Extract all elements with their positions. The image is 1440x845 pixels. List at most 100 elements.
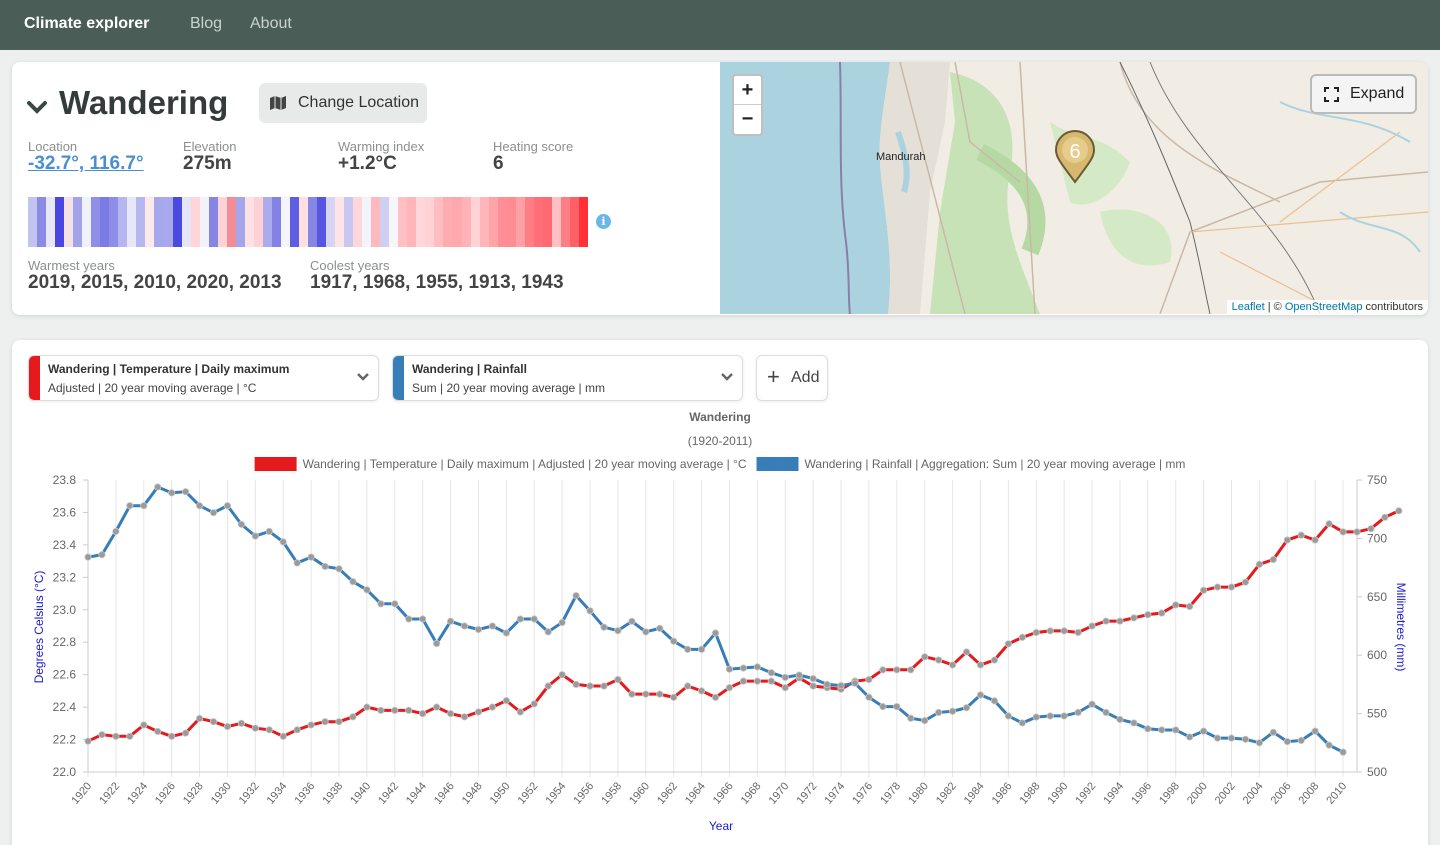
- warming-stripe: [253, 197, 263, 247]
- data-point: [446, 617, 455, 625]
- x-tick-label: 1950: [488, 780, 513, 806]
- x-tick-label: 2002: [1213, 780, 1238, 806]
- data-point: [251, 532, 259, 540]
- series-subtitle: Sum | 20 year moving average | mm: [412, 381, 605, 395]
- warming-stripe: [344, 197, 354, 247]
- data-point: [823, 680, 831, 688]
- data-point: [921, 717, 929, 725]
- zoom-out-button[interactable]: −: [741, 108, 754, 130]
- data-point: [488, 703, 497, 711]
- data-point: [516, 708, 524, 716]
- osm-link[interactable]: OpenStreetMap: [1284, 301, 1363, 313]
- data-point: [614, 627, 622, 635]
- data-point: [711, 629, 720, 637]
- data-point: [168, 489, 176, 497]
- data-point: [948, 707, 957, 715]
- data-point: [140, 502, 148, 510]
- data-point: [488, 622, 497, 630]
- series-selector-temperature[interactable]: Wandering | Temperature | Daily maximum …: [28, 355, 379, 401]
- coolest-years-label: Coolest years: [310, 258, 390, 273]
- warming-stripe: [127, 197, 137, 247]
- zoom-in-button[interactable]: +: [734, 76, 761, 105]
- data-point: [1018, 633, 1026, 641]
- data-point: [739, 677, 748, 685]
- warming-stripe: [371, 197, 381, 247]
- info-icon[interactable]: i: [596, 214, 611, 229]
- data-point: [1241, 578, 1250, 586]
- warming-stripe: [73, 197, 83, 247]
- data-point: [753, 677, 761, 685]
- data-point: [767, 669, 775, 677]
- warming-stripe: [172, 197, 182, 247]
- location-map[interactable]: 6 Mandurah + − Expand Leaflet | © OpenSt…: [720, 62, 1428, 314]
- heating-score-label: Heating score: [493, 139, 574, 154]
- nav-link-blog[interactable]: Blog: [190, 15, 223, 32]
- data-point: [935, 656, 943, 664]
- map-attribution: Leaflet | © OpenStreetMap contributors: [1226, 300, 1428, 314]
- y-left-tick-label: 23.8: [53, 473, 77, 487]
- brand-link[interactable]: Climate explorer: [24, 15, 150, 32]
- data-point: [140, 721, 148, 729]
- data-point: [628, 617, 636, 625]
- x-tick-label: 1954: [543, 780, 568, 806]
- data-point: [907, 666, 915, 674]
- x-tick-label: 1936: [292, 780, 317, 806]
- data-point: [391, 706, 399, 714]
- data-point: [544, 628, 552, 636]
- data-point: [1297, 736, 1305, 745]
- series-selector-rainfall[interactable]: Wandering | Rainfall Sum | 20 year movin…: [392, 355, 743, 401]
- elevation-value: 275m: [183, 153, 232, 174]
- chevron-down-icon: [357, 373, 369, 381]
- expand-label: Expand: [1350, 85, 1405, 102]
- data-point: [182, 729, 190, 737]
- warming-stripe: [271, 197, 281, 247]
- warming-stripe: [443, 197, 453, 247]
- warming-stripe: [235, 197, 245, 247]
- y-left-tick-label: 23.0: [53, 603, 77, 617]
- warming-stripe: [470, 197, 480, 247]
- y-left-tick-label: 22.8: [53, 635, 77, 649]
- data-point: [335, 565, 343, 573]
- data-point: [1088, 700, 1096, 708]
- warming-stripe: [163, 197, 173, 247]
- warming-stripes: [28, 197, 588, 247]
- data-point: [209, 718, 218, 726]
- data-point: [990, 697, 999, 705]
- data-point: [391, 600, 399, 608]
- elevation-label: Elevation: [183, 139, 237, 154]
- data-point: [614, 675, 622, 684]
- data-point: [907, 714, 915, 722]
- x-tick-label: 1958: [599, 780, 624, 806]
- data-point: [1283, 738, 1291, 746]
- data-point: [237, 719, 245, 727]
- x-tick-label: 1924: [125, 780, 150, 806]
- add-series-button[interactable]: + Add: [756, 355, 828, 401]
- leaflet-link[interactable]: Leaflet: [1231, 301, 1265, 313]
- data-point: [126, 502, 134, 510]
- expand-map-button[interactable]: Expand: [1310, 74, 1417, 114]
- map-marker-icon[interactable]: 6: [1054, 130, 1096, 184]
- x-tick-label: 1946: [432, 780, 457, 806]
- warming-index-label: Warming index: [338, 139, 425, 154]
- x-tick-label: 1922: [97, 780, 122, 806]
- series-color-bar: [29, 356, 40, 400]
- data-point: [962, 648, 971, 656]
- data-point: [1186, 733, 1194, 741]
- warming-stripe: [407, 197, 417, 247]
- change-location-button[interactable]: Change Location: [259, 83, 427, 123]
- data-point: [530, 615, 538, 623]
- data-point: [809, 682, 817, 690]
- x-tick-label: 1986: [990, 780, 1015, 806]
- collapse-chevron-icon[interactable]: [26, 96, 48, 118]
- data-point: [948, 661, 957, 669]
- data-point: [697, 687, 706, 695]
- zoom-control: + −: [732, 74, 763, 136]
- data-point: [1102, 708, 1110, 717]
- warming-stripe: [515, 197, 525, 247]
- data-point: [851, 679, 859, 687]
- data-point: [976, 661, 985, 669]
- nav-link-about[interactable]: About: [250, 15, 292, 32]
- y-left-tick-label: 23.6: [53, 505, 77, 519]
- data-point: [419, 709, 427, 718]
- location-value-link[interactable]: -32.7°, 116.7°: [28, 153, 144, 174]
